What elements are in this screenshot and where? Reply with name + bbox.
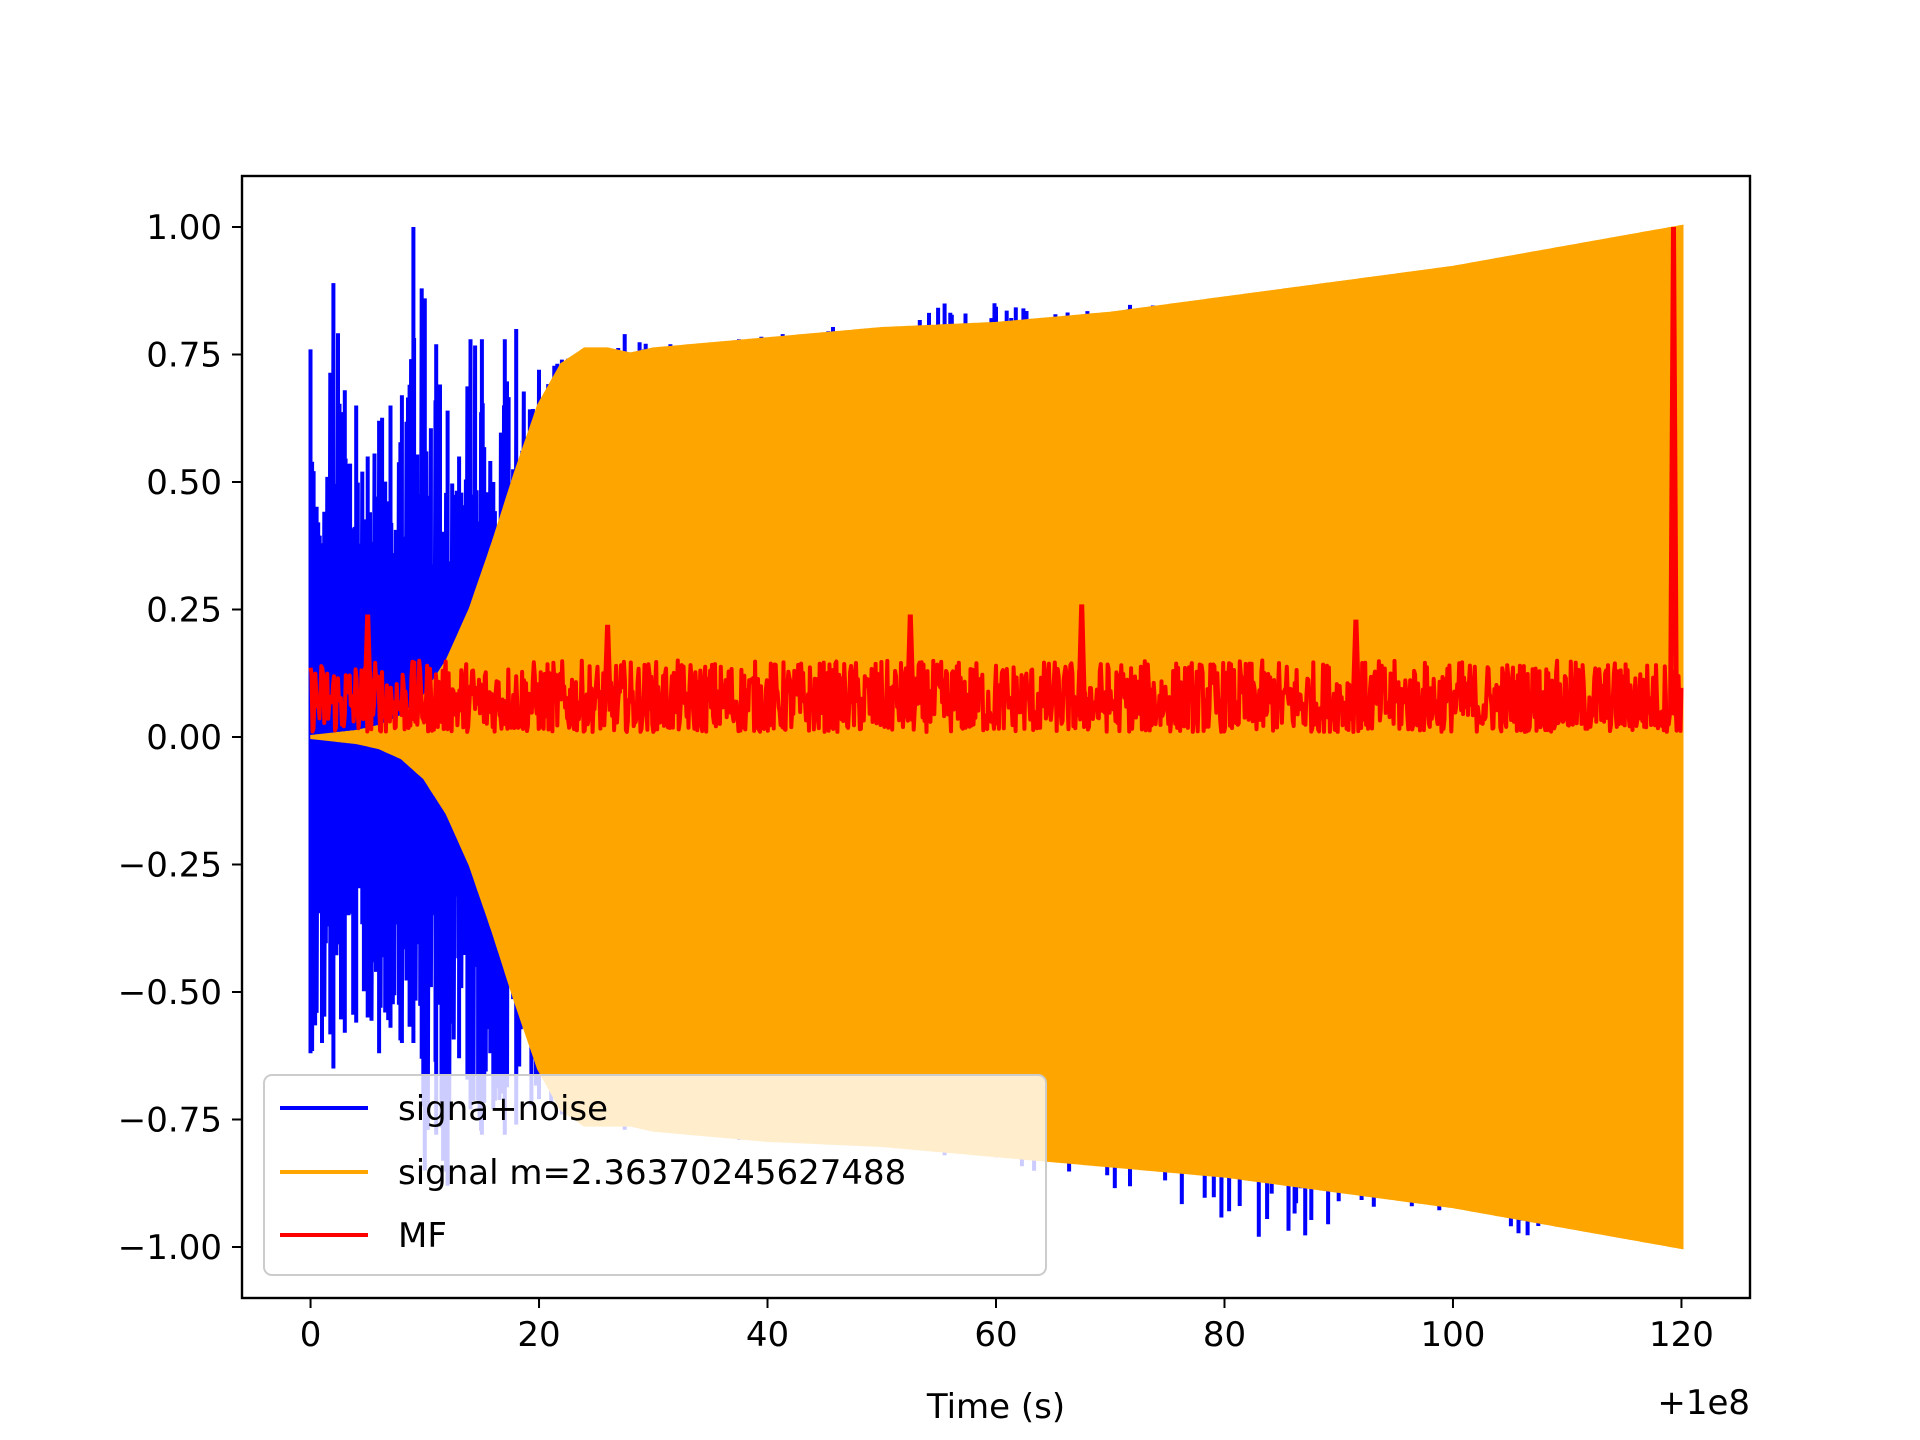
mf-peak-2 (905, 614, 916, 712)
x-tick-label: 60 (974, 1315, 1017, 1355)
mf-peak-1 (602, 624, 613, 712)
y-tick-label: −0.50 (118, 973, 222, 1013)
x-axis-offset-label: +1e8 (1657, 1383, 1750, 1423)
series-mf-line (308, 658, 1684, 734)
legend-label-mf: MF (398, 1216, 447, 1256)
y-tick-label: −0.25 (118, 846, 222, 886)
legend-box (263, 1074, 1047, 1276)
y-tick-label: −1.00 (118, 1228, 222, 1268)
y-tick-label: 0.00 (146, 718, 222, 758)
x-axis-label: Time (s) (926, 1387, 1065, 1427)
mf-peak-0 (362, 614, 373, 712)
axis-ticks: 0 20 40 60 80 100 120 1.00 0.75 0.50 0.25 0.00 −0.25… (118, 208, 1714, 1355)
x-tick-label: 120 (1649, 1315, 1714, 1355)
y-tick-label: 0.25 (146, 591, 222, 631)
x-tick-label: 20 (517, 1315, 560, 1355)
legend-label-signal: signal m=2.36370245627488 (398, 1153, 906, 1193)
y-tick-label: 0.75 (146, 336, 222, 376)
mf-peak-4 (1350, 619, 1362, 712)
x-tick-label: 0 (300, 1315, 322, 1355)
mf-peak-5 (1668, 226, 1679, 712)
mf-peak-3 (1076, 604, 1087, 712)
x-tick-label: 80 (1203, 1315, 1246, 1355)
y-tick-label: −0.75 (118, 1101, 222, 1141)
legend-label-signal-noise: signa+noise (398, 1089, 608, 1129)
legend: signa+noise signal m=2.36370245627488 MF (263, 1074, 1047, 1276)
x-tick-label: 100 (1421, 1315, 1486, 1355)
y-tick-label: 0.50 (146, 463, 222, 503)
x-tick-label: 40 (746, 1315, 789, 1355)
y-tick-label: 1.00 (146, 208, 222, 248)
